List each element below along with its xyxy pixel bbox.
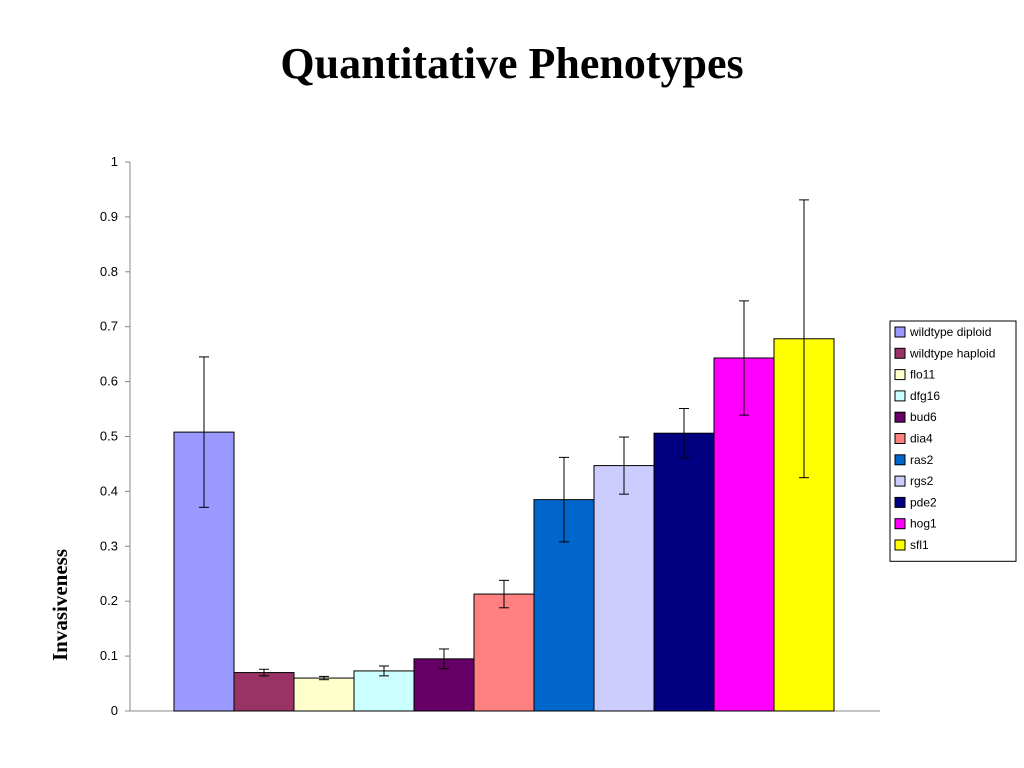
legend: wildtype diploid wildtype haploid flo11 dfg…: [889, 320, 1017, 562]
y-tick-label: 0.3: [100, 538, 118, 553]
y-tick-label: 0.9: [100, 209, 118, 224]
bar-dia4: [473, 593, 535, 712]
legend-box: [889, 320, 1017, 562]
legend-label: wildtype diploid: [909, 325, 991, 339]
legend-label: hog1: [910, 517, 937, 531]
bars: [173, 338, 835, 712]
y-tick-label: 0.8: [100, 264, 118, 279]
y-tick-label: 0.1: [100, 648, 118, 663]
legend-label: wildtype haploid: [909, 346, 995, 360]
bar-rgs2: [593, 465, 655, 712]
error-bars: [199, 199, 809, 681]
legend-swatch-pde2: [894, 496, 906, 508]
y-tick-label: 0.2: [100, 593, 118, 608]
legend-label: dia4: [910, 432, 933, 446]
legend-swatch-bud6: [894, 411, 906, 423]
legend-label: bud6: [910, 410, 937, 424]
legend-swatch-wildtype-diploid: [894, 326, 906, 338]
legend-swatch-ras2: [894, 454, 906, 466]
legend-label: ras2: [910, 453, 934, 467]
chart-title: Quantitative Phenotypes: [280, 39, 744, 88]
bar-dfg16: [353, 670, 415, 712]
legend-swatch-flo11: [894, 369, 906, 381]
bar-wildtype-haploid: [233, 672, 295, 712]
bar-flo11: [293, 677, 355, 712]
legend-swatch-hog1: [894, 518, 906, 530]
legend-label: dfg16: [910, 389, 940, 403]
bar-pde2: [653, 432, 715, 712]
y-tick-label: 0.4: [100, 483, 118, 498]
legend-label: pde2: [910, 495, 937, 509]
y-tick-label: 1: [111, 154, 118, 169]
y-tick-label: 0.6: [100, 374, 118, 389]
y-tick-label: 0.5: [100, 429, 118, 444]
legend-label: flo11: [910, 368, 935, 382]
legend-swatch-dfg16: [894, 390, 906, 402]
bar-hog1: [713, 357, 775, 712]
legend-label: rgs2: [910, 474, 934, 488]
legend-swatch-rgs2: [894, 475, 906, 487]
legend-swatch-wildtype-haploid: [894, 347, 906, 359]
legend-label: sfl1: [910, 538, 929, 552]
legend-swatch-dia4: [894, 433, 906, 444]
y-tick-label: 0.7: [100, 319, 118, 334]
legend-swatch-sfl1: [894, 539, 906, 551]
y-tick-label: 0: [111, 703, 118, 718]
